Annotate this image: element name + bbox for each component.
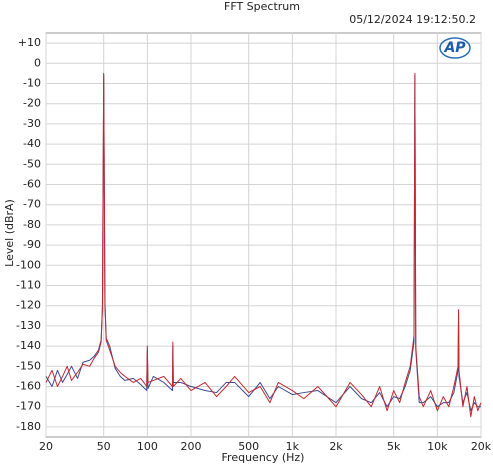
x-tick-label: 10k	[427, 440, 448, 453]
x-tick-label: 100	[137, 440, 158, 453]
y-tick-label: -130	[16, 319, 41, 332]
y-tick-label: -20	[23, 97, 41, 110]
x-tick-label: 200	[181, 440, 202, 453]
y-tick-label: -40	[23, 137, 41, 150]
y-tick-label: -120	[16, 299, 41, 312]
x-tick-label: 50	[97, 440, 111, 453]
y-tick-label: 0	[34, 56, 41, 69]
y-tick-label: -60	[23, 178, 41, 191]
y-tick-label: -110	[16, 279, 41, 292]
logo-ring	[439, 37, 471, 59]
spectrum-trace	[45, 72, 482, 418]
grid	[45, 33, 482, 437]
timestamp: 05/12/2024 19:12:50.2	[349, 13, 476, 26]
x-tick-label: 20k	[471, 440, 492, 453]
y-tick-label: -170	[16, 400, 41, 413]
chart-title: FFT Spectrum	[224, 0, 300, 13]
y-tick-label: -140	[16, 339, 41, 352]
logo: AP	[443, 40, 466, 56]
y-tick-label: -180	[16, 420, 41, 433]
y-tick-label: -100	[16, 258, 41, 271]
x-axis-label: Frequency (Hz)	[222, 451, 305, 464]
y-tick-label: -30	[23, 117, 41, 130]
x-tick-label: 5k	[387, 440, 401, 453]
y-tick-label: -90	[23, 238, 41, 251]
traces	[45, 72, 482, 418]
y-tick-label: -80	[23, 218, 41, 231]
y-tick-label: -150	[16, 359, 41, 372]
y-tick-label: -160	[16, 380, 41, 393]
x-tick-label: 1k	[286, 440, 300, 453]
y-tick-label: -50	[23, 157, 41, 170]
x-tick-label: 20	[39, 440, 53, 453]
y-tick-label: -70	[23, 198, 41, 211]
x-tick-label: 2k	[329, 440, 343, 453]
x-tick-label: 500	[238, 440, 259, 453]
y-axis-label: Level (dBrA)	[3, 199, 16, 267]
y-tick-label: -10	[23, 77, 41, 90]
y-tick-label: +10	[18, 36, 41, 49]
